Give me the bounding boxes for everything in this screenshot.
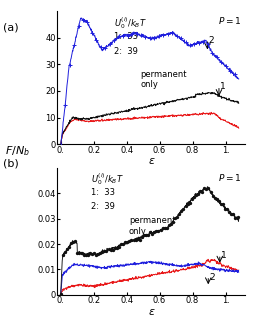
Text: permanent
only: permanent only xyxy=(129,216,175,236)
Text: (b): (b) xyxy=(3,158,18,169)
Text: (a): (a) xyxy=(3,22,18,32)
Text: 1:  33: 1: 33 xyxy=(114,32,138,42)
Text: 1: 1 xyxy=(220,82,226,92)
Text: 2:  39: 2: 39 xyxy=(91,202,115,211)
X-axis label: $\varepsilon$: $\varepsilon$ xyxy=(147,307,155,317)
Text: $F / N_b$: $F / N_b$ xyxy=(5,144,30,158)
Text: 2: 2 xyxy=(208,36,214,45)
Text: $U_0^{(l)}/k_BT$: $U_0^{(l)}/k_BT$ xyxy=(91,172,124,187)
Text: $U_0^{(l)}/k_BT$: $U_0^{(l)}/k_BT$ xyxy=(114,15,147,31)
Text: 1: 1 xyxy=(221,251,227,260)
Text: 2: 2 xyxy=(209,273,215,281)
Text: 1:  33: 1: 33 xyxy=(91,188,115,197)
Text: $P = 1$: $P = 1$ xyxy=(218,172,242,183)
X-axis label: $\varepsilon$: $\varepsilon$ xyxy=(147,156,155,166)
Text: $P = 1$: $P = 1$ xyxy=(218,15,242,26)
Text: 2:  39: 2: 39 xyxy=(114,47,138,56)
Text: permanent
only: permanent only xyxy=(140,70,187,89)
